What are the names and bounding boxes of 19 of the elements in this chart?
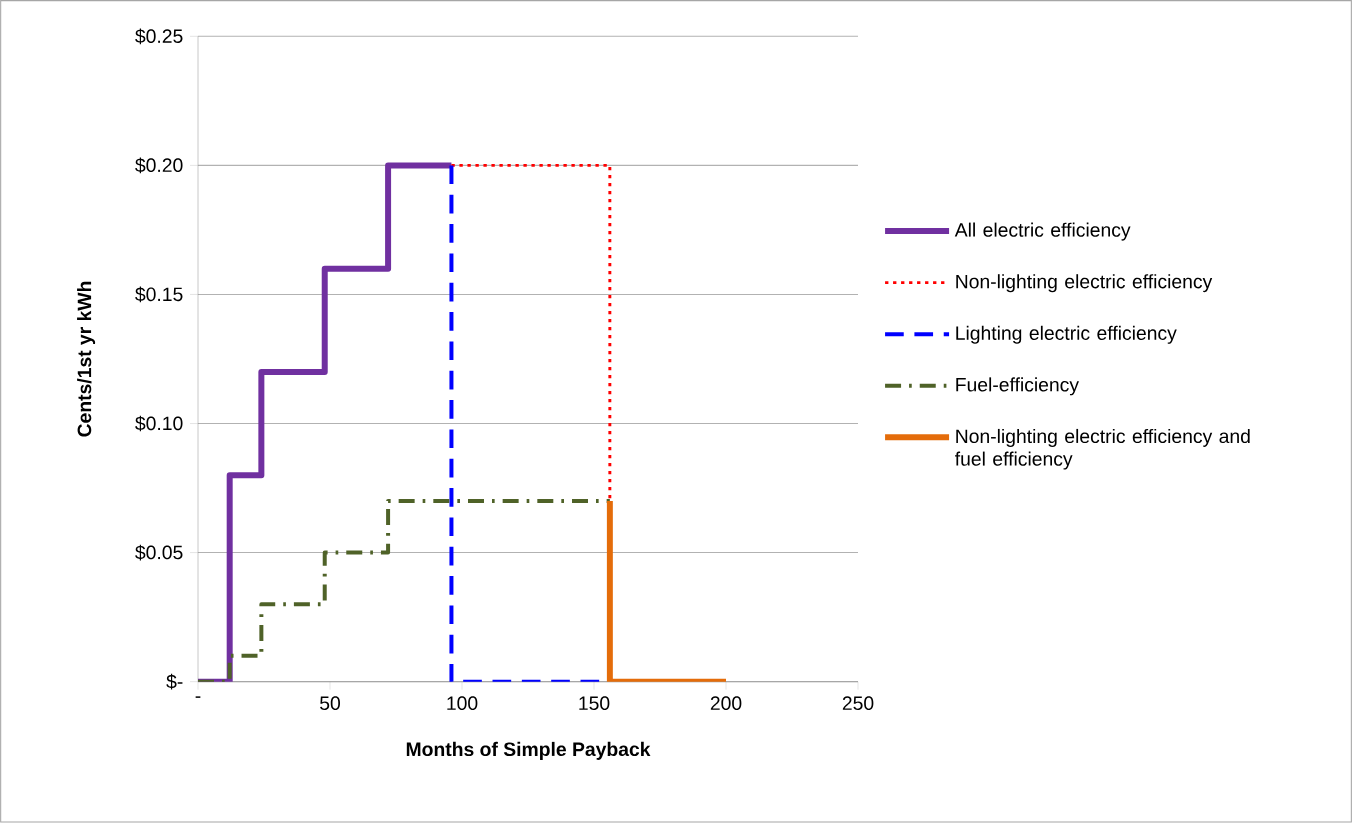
- y-tick-label: $0.15: [135, 286, 183, 303]
- y-tick-label: $0.20: [135, 157, 183, 174]
- y-tick-label: $0.10: [135, 415, 183, 432]
- x-tick-label: 250: [842, 696, 874, 711]
- y-axis-title: Cents/1st yr kWh: [77, 281, 96, 437]
- x-tick-label: -: [195, 696, 201, 699]
- legend-label: Non-lighting electric efficiency: [956, 274, 1213, 293]
- legend-label: Non-lighting electric efficiency and fuel efficiency: [955, 429, 1250, 470]
- legend-label: All electric efficiency: [954, 222, 1131, 241]
- legend-label: Fuel-efficiency: [956, 377, 1079, 396]
- x-tick-label: 50: [320, 696, 340, 711]
- legend-label: Lighting electric efficiency: [956, 325, 1177, 344]
- x-axis-title: Months of Simple Payback: [406, 742, 651, 761]
- y-tick-label: $-: [166, 673, 183, 690]
- x-tick-label: 150: [579, 696, 610, 711]
- y-tick-label: $0.05: [135, 544, 183, 561]
- x-tick-label: 200: [710, 696, 742, 711]
- x-tick-label: 100: [447, 696, 478, 711]
- y-tick-label: $0.25: [135, 28, 183, 45]
